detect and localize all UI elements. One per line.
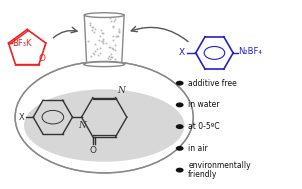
Point [98, 35, 102, 38]
Point [110, 55, 114, 58]
Point [101, 37, 106, 40]
Text: at 0-5ºC: at 0-5ºC [188, 122, 220, 131]
Point [106, 46, 111, 49]
Ellipse shape [15, 61, 193, 173]
Point [95, 47, 100, 50]
Point [111, 34, 116, 37]
Point [117, 30, 122, 33]
Point [101, 41, 105, 44]
Point [90, 26, 95, 29]
Point [100, 39, 105, 42]
Text: additive free: additive free [188, 79, 237, 88]
Text: X: X [179, 48, 185, 57]
Text: friendly: friendly [188, 170, 217, 179]
Point [97, 46, 102, 49]
Point [92, 30, 97, 33]
Point [101, 40, 106, 43]
Point [100, 32, 104, 35]
Point [113, 34, 118, 37]
Point [110, 39, 115, 42]
Point [108, 17, 112, 20]
Point [108, 20, 113, 23]
Point [90, 29, 95, 32]
Ellipse shape [84, 13, 124, 18]
Text: environmentally: environmentally [188, 161, 251, 170]
Point [111, 25, 116, 28]
Text: N: N [117, 86, 125, 95]
Point [91, 52, 95, 55]
Circle shape [176, 124, 184, 129]
Point [112, 49, 117, 52]
Point [90, 25, 95, 28]
Point [100, 40, 105, 43]
Circle shape [176, 102, 184, 107]
Point [111, 19, 116, 22]
Point [117, 28, 122, 31]
Point [117, 30, 122, 33]
Point [96, 39, 101, 42]
Point [108, 55, 113, 58]
Point [89, 54, 94, 57]
Text: N: N [78, 121, 86, 130]
Point [114, 35, 119, 38]
Text: N₂BF₄: N₂BF₄ [239, 47, 262, 57]
Text: BF₃K: BF₃K [12, 39, 32, 48]
Point [93, 50, 98, 53]
Point [111, 25, 115, 28]
Text: X: X [19, 113, 25, 122]
Point [98, 29, 103, 32]
Point [107, 46, 112, 49]
Point [100, 31, 105, 34]
Point [112, 58, 117, 61]
Circle shape [176, 81, 184, 86]
Point [88, 22, 93, 25]
Point [108, 53, 113, 56]
Point [107, 55, 112, 58]
Point [111, 47, 116, 50]
Point [104, 41, 108, 44]
Point [112, 17, 117, 20]
Point [115, 35, 120, 38]
Text: O: O [89, 146, 96, 155]
Point [110, 47, 115, 50]
Polygon shape [84, 15, 124, 64]
Text: in air: in air [188, 144, 208, 153]
Ellipse shape [84, 62, 125, 67]
Point [92, 28, 97, 31]
Text: O: O [39, 54, 46, 63]
Point [92, 52, 97, 55]
Ellipse shape [24, 89, 184, 162]
Circle shape [176, 168, 184, 173]
Point [96, 54, 101, 57]
Point [98, 52, 102, 55]
Point [93, 42, 98, 45]
Point [106, 57, 111, 60]
Text: in water: in water [188, 100, 220, 109]
Point [108, 58, 112, 61]
Circle shape [176, 146, 184, 151]
Point [112, 43, 117, 46]
Point [86, 40, 91, 43]
Point [87, 24, 92, 27]
